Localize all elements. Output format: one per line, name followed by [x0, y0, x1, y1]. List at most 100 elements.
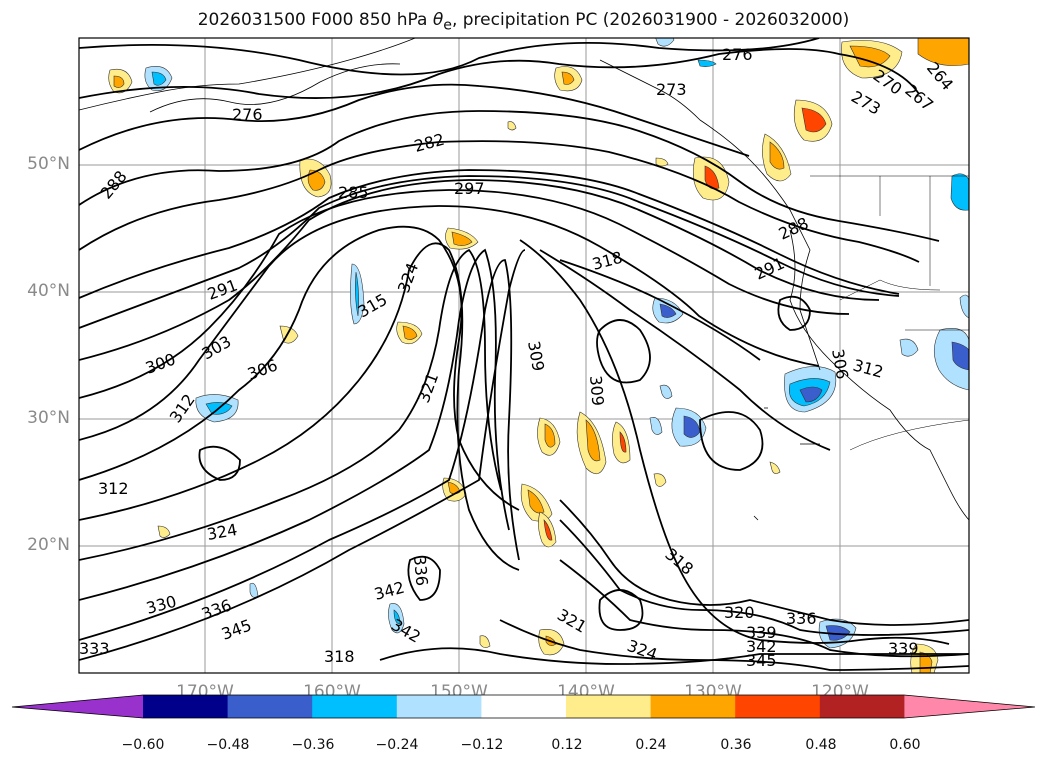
contour-line	[79, 248, 510, 601]
contour-line	[559, 259, 761, 361]
precip-patch	[799, 386, 823, 403]
border-lines	[810, 175, 969, 451]
contour-label: 273	[656, 80, 687, 99]
precip-patch	[507, 121, 517, 131]
colorbar-tick: 0.36	[720, 737, 752, 753]
precip-patch	[355, 271, 359, 317]
contour-line	[79, 169, 900, 299]
contour-line	[407, 555, 441, 601]
precip-patch	[649, 417, 663, 435]
contour-line	[198, 445, 241, 481]
theta-e-contours	[79, 38, 969, 671]
colorbar	[11, 694, 1036, 719]
alaska-coastline	[79, 38, 417, 113]
contour-label: 276	[722, 45, 753, 64]
contour-label: 276	[232, 105, 263, 124]
contour-label: 309	[586, 375, 608, 407]
precip-patch	[659, 384, 673, 399]
precip-patch	[157, 525, 171, 538]
contour-line	[79, 110, 940, 242]
precip-patch	[527, 489, 545, 514]
contour-line	[559, 559, 969, 658]
precip-patch	[697, 59, 717, 67]
lat-label-30n: 30°N	[27, 408, 70, 428]
title-theta-sub: e	[443, 17, 452, 34]
colorbar-bin	[143, 695, 229, 718]
contour-line	[79, 248, 502, 561]
precip-patch	[899, 338, 919, 357]
contour-label: 342	[746, 637, 777, 656]
precip-patch	[704, 165, 720, 190]
alaska-panhandle-coastline	[599, 59, 821, 371]
precip-patch	[402, 325, 418, 340]
us-west-coastline	[789, 229, 969, 521]
precip-patch	[801, 107, 827, 133]
colorbar-tick: 0.60	[889, 737, 921, 753]
contour-line	[519, 239, 950, 645]
colorbar-outline	[11, 694, 1036, 719]
colorbar-bin	[566, 695, 652, 718]
contour-label: 339	[746, 623, 777, 642]
colorbar-tick: −0.60	[121, 737, 165, 753]
contour-line	[598, 589, 644, 631]
colorbar-tick: −0.24	[375, 737, 419, 753]
precip-patch	[769, 461, 781, 474]
contour-line	[79, 175, 900, 329]
map-title: 2026031500 F000 850 hPa θe, precipitatio…	[0, 10, 1047, 33]
title-prefix: 2026031500 F000 850 hPa	[197, 10, 433, 30]
colorbar-bin	[227, 695, 313, 718]
contour-labels: 276 273 273 270 264 267 276 282 285 288 …	[79, 45, 957, 670]
colorbar-tick: −0.36	[291, 737, 335, 753]
colorbar-bin	[481, 695, 567, 718]
precip-patch	[951, 341, 969, 371]
precip-patch	[653, 473, 667, 487]
precip-patch	[950, 173, 969, 211]
precip-patch	[544, 423, 556, 448]
colorbar-bin	[650, 695, 736, 718]
colorbar-tick: 0.48	[805, 737, 837, 753]
colorbar-extend-high	[904, 695, 1035, 718]
precip-patch	[655, 38, 675, 47]
colorbar-bin	[312, 695, 398, 718]
contour-line	[79, 242, 520, 571]
title-suffix: , precipitation PC (2026031900 - 2026032…	[451, 10, 850, 30]
contour-label: 336	[410, 555, 432, 587]
precip-patch	[849, 45, 891, 68]
precip-patch	[659, 303, 677, 318]
contour-label: 312	[98, 479, 129, 498]
precip-patch	[655, 157, 669, 167]
precip-patch	[619, 431, 627, 453]
contour-line	[79, 179, 880, 361]
contour-label: 318	[324, 647, 355, 666]
colorbar-tick: −0.48	[206, 737, 250, 753]
colorbar-tick: −0.12	[460, 737, 504, 753]
precip-patch	[479, 635, 491, 648]
precip-patch	[769, 141, 785, 170]
coastlines	[79, 38, 969, 521]
contour-line	[79, 83, 750, 157]
contour-line	[699, 411, 764, 471]
precip-patch	[585, 419, 601, 462]
colorbar-bin	[819, 695, 905, 718]
map-canvas: 276 273 273 270 264 267 276 282 285 288 …	[78, 37, 970, 674]
contour-line	[559, 519, 969, 636]
precip-patch	[447, 481, 461, 495]
contour-line	[596, 319, 651, 384]
contour-line	[79, 140, 920, 263]
contour-label: 345	[746, 651, 777, 670]
colorbar-bin	[735, 695, 821, 718]
precip-patch	[543, 519, 553, 541]
colorbar-tick: 0.12	[551, 737, 583, 753]
precip-patch	[151, 71, 167, 86]
contour-label: 336	[786, 609, 817, 628]
contour-line	[79, 205, 820, 441]
contour-line	[79, 38, 820, 76]
map-frame	[78, 37, 970, 674]
contour-line	[79, 249, 526, 661]
precip-patch	[451, 231, 473, 246]
contour-line	[79, 189, 850, 399]
lat-label-50n: 50°N	[27, 154, 70, 174]
title-theta: θ	[432, 10, 444, 30]
contour-line	[539, 249, 831, 451]
contour-label: 339	[888, 639, 919, 658]
